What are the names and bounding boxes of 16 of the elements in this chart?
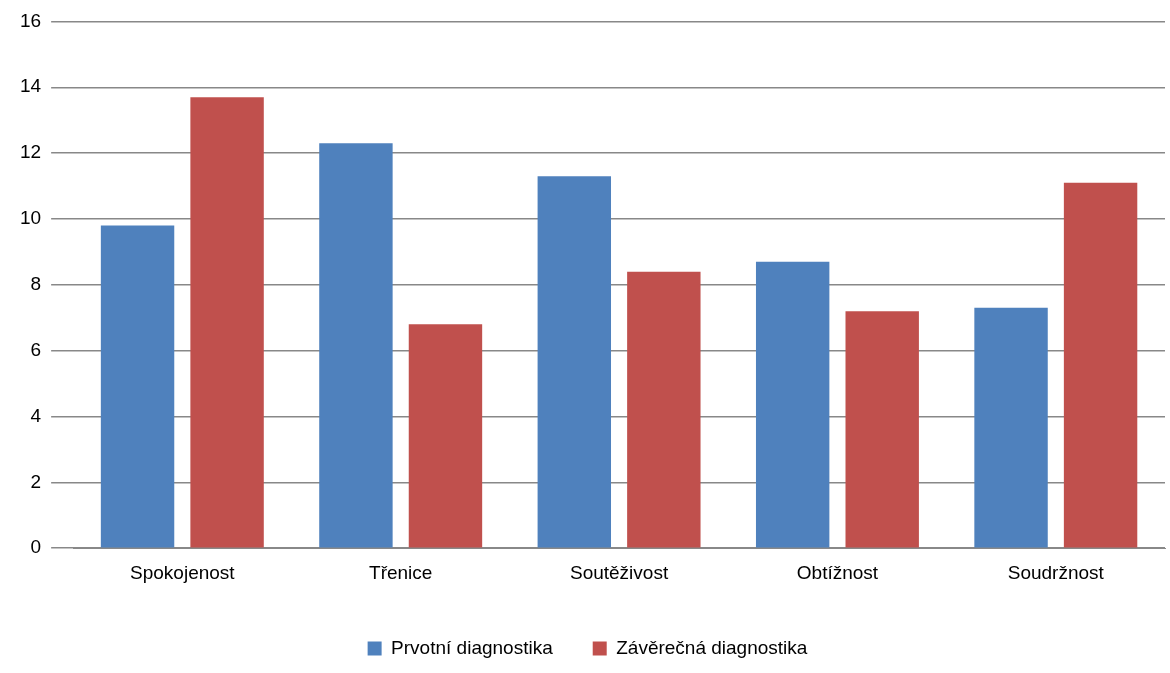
y-tick-label: 6 — [30, 338, 42, 360]
x-tick-label: Třenice — [369, 561, 433, 583]
y-tick-label: 4 — [30, 404, 42, 426]
y-tick-label: 14 — [19, 75, 42, 97]
y-tick-label: 2 — [30, 470, 42, 492]
x-tick-label: Spokojenost — [130, 561, 236, 583]
x-tick-label: Obtížnost — [796, 561, 879, 583]
legend-label: Závěrečná diagnostika — [616, 636, 808, 658]
y-tick-label: 0 — [30, 536, 42, 558]
y-tick-label: 16 — [19, 9, 42, 31]
y-tick-label: 8 — [30, 273, 42, 295]
legend-label: Prvotní diagnostika — [391, 636, 554, 658]
y-tick-label: 12 — [19, 141, 42, 163]
x-tick-label: Soudržnost — [1007, 561, 1105, 583]
y-tick-label: 10 — [19, 207, 42, 229]
x-tick-label: Soutěživost — [569, 561, 669, 583]
